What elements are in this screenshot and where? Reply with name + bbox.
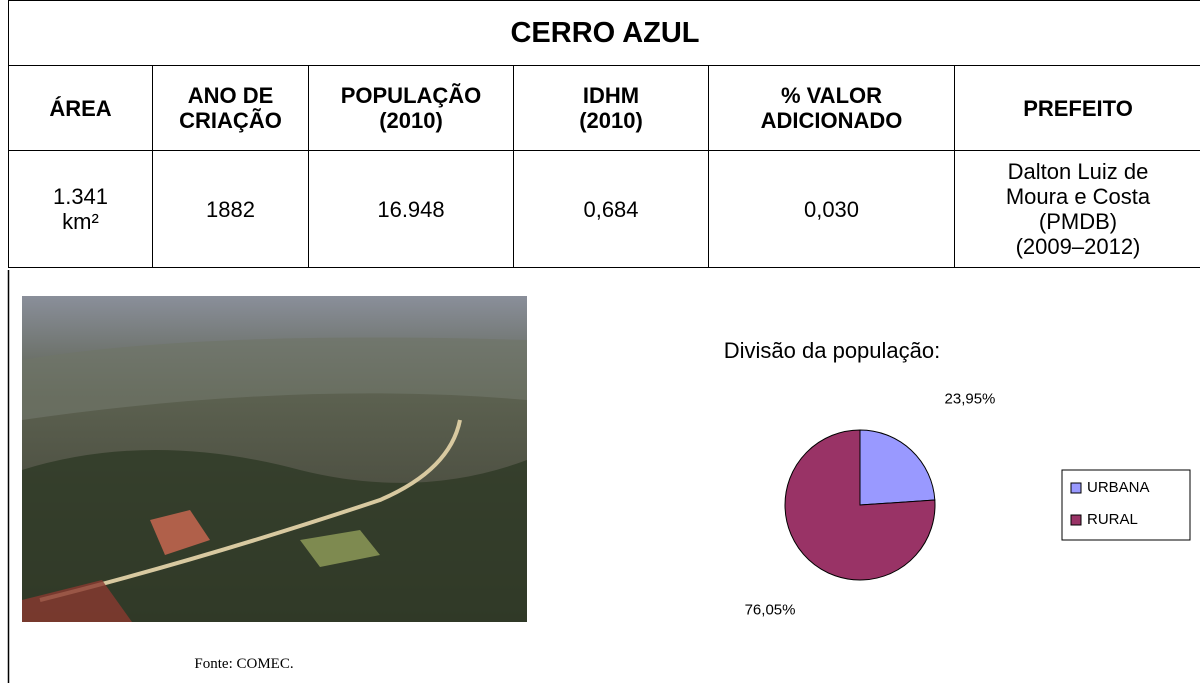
photo xyxy=(22,296,527,622)
legend-swatch xyxy=(1071,515,1081,525)
slice-label: 76,05% xyxy=(745,601,796,618)
slice-label: 23,95% xyxy=(945,391,996,408)
photo-caption: Fonte: COMEC. xyxy=(194,656,293,672)
page: CERRO AZUL ÁREA ANO DE CRIAÇÃO POPULAÇÃO… xyxy=(0,0,1200,683)
pie-slice xyxy=(860,430,935,505)
legend-swatch xyxy=(1071,483,1081,493)
legend-label: RURAL xyxy=(1087,511,1138,528)
legend-label: URBANA xyxy=(1087,479,1150,496)
lower-panel: Fonte: COMEC. Divisão da população: 23,9… xyxy=(0,0,1200,683)
chart-title: Divisão da população: xyxy=(724,338,940,363)
